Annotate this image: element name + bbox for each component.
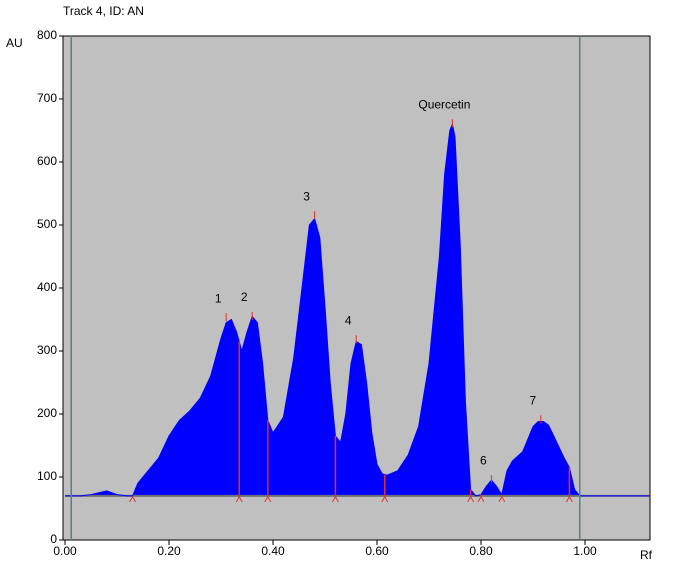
- y-tick-label: 600: [37, 154, 57, 168]
- boundary-tick: [565, 495, 573, 503]
- y-tick-label: 500: [37, 217, 57, 231]
- y-axis-label: AU: [6, 36, 23, 50]
- peak-label: 7: [529, 393, 536, 407]
- y-tick-label: 800: [37, 28, 57, 42]
- x-tick-label: 0.20: [157, 544, 181, 558]
- boundary-tick: [381, 495, 389, 503]
- boundary-tick: [235, 495, 243, 503]
- peak-label: 4: [345, 313, 352, 327]
- area-fill: [65, 124, 650, 496]
- x-tick-label: 1.00: [573, 544, 597, 558]
- y-tick-label: 0: [50, 532, 57, 546]
- y-tick-label: 200: [37, 406, 57, 420]
- boundary-tick: [331, 495, 339, 503]
- peak-label: 6: [480, 453, 487, 467]
- y-tick-label: 400: [37, 280, 57, 294]
- boundary-tick: [477, 495, 485, 503]
- boundary-tick: [498, 495, 506, 503]
- y-tick-label: 700: [37, 91, 57, 105]
- x-tick-label: 0.80: [469, 544, 493, 558]
- x-tick-label: 0.40: [261, 544, 285, 558]
- y-tick-label: 300: [37, 343, 57, 357]
- boundary-tick: [467, 495, 475, 503]
- y-tick-label: 100: [37, 469, 57, 483]
- x-tick-label: 0.00: [53, 544, 77, 558]
- peak-label: 1: [215, 291, 222, 305]
- boundary-tick: [264, 495, 272, 503]
- peak-label: 3: [303, 189, 310, 203]
- x-axis-label: Rf: [640, 548, 653, 562]
- boundary-tick: [129, 495, 137, 503]
- peak-label: Quercetin: [418, 97, 470, 111]
- peak-label: 2: [241, 290, 248, 304]
- profile-line: [65, 122, 650, 497]
- x-tick-label: 0.60: [365, 544, 389, 558]
- chart-title: Track 4, ID: AN: [63, 4, 144, 18]
